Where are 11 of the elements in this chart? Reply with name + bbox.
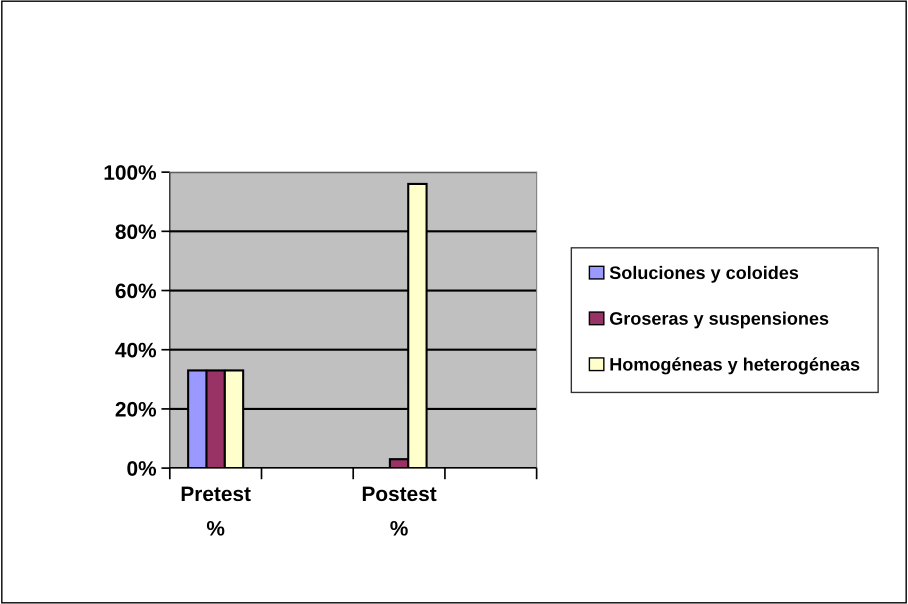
x-tick-label: Postest % — [362, 486, 436, 536]
legend-label: Soluciones y coloides — [610, 266, 798, 283]
y-tick-label: 60% — [116, 284, 156, 298]
y-tick-label: 80% — [116, 224, 156, 240]
x-tick-label: Pretest % — [182, 486, 251, 536]
y-tick-label: 20% — [116, 402, 156, 417]
y-tick-label: 0% — [127, 461, 156, 476]
legend-label: Homogéneas y heterogéneas — [610, 357, 860, 374]
legend-label: Groseras y suspensiones — [610, 312, 828, 328]
y-tick-label: 100% — [104, 165, 156, 180]
y-tick-label: 40% — [115, 342, 156, 358]
